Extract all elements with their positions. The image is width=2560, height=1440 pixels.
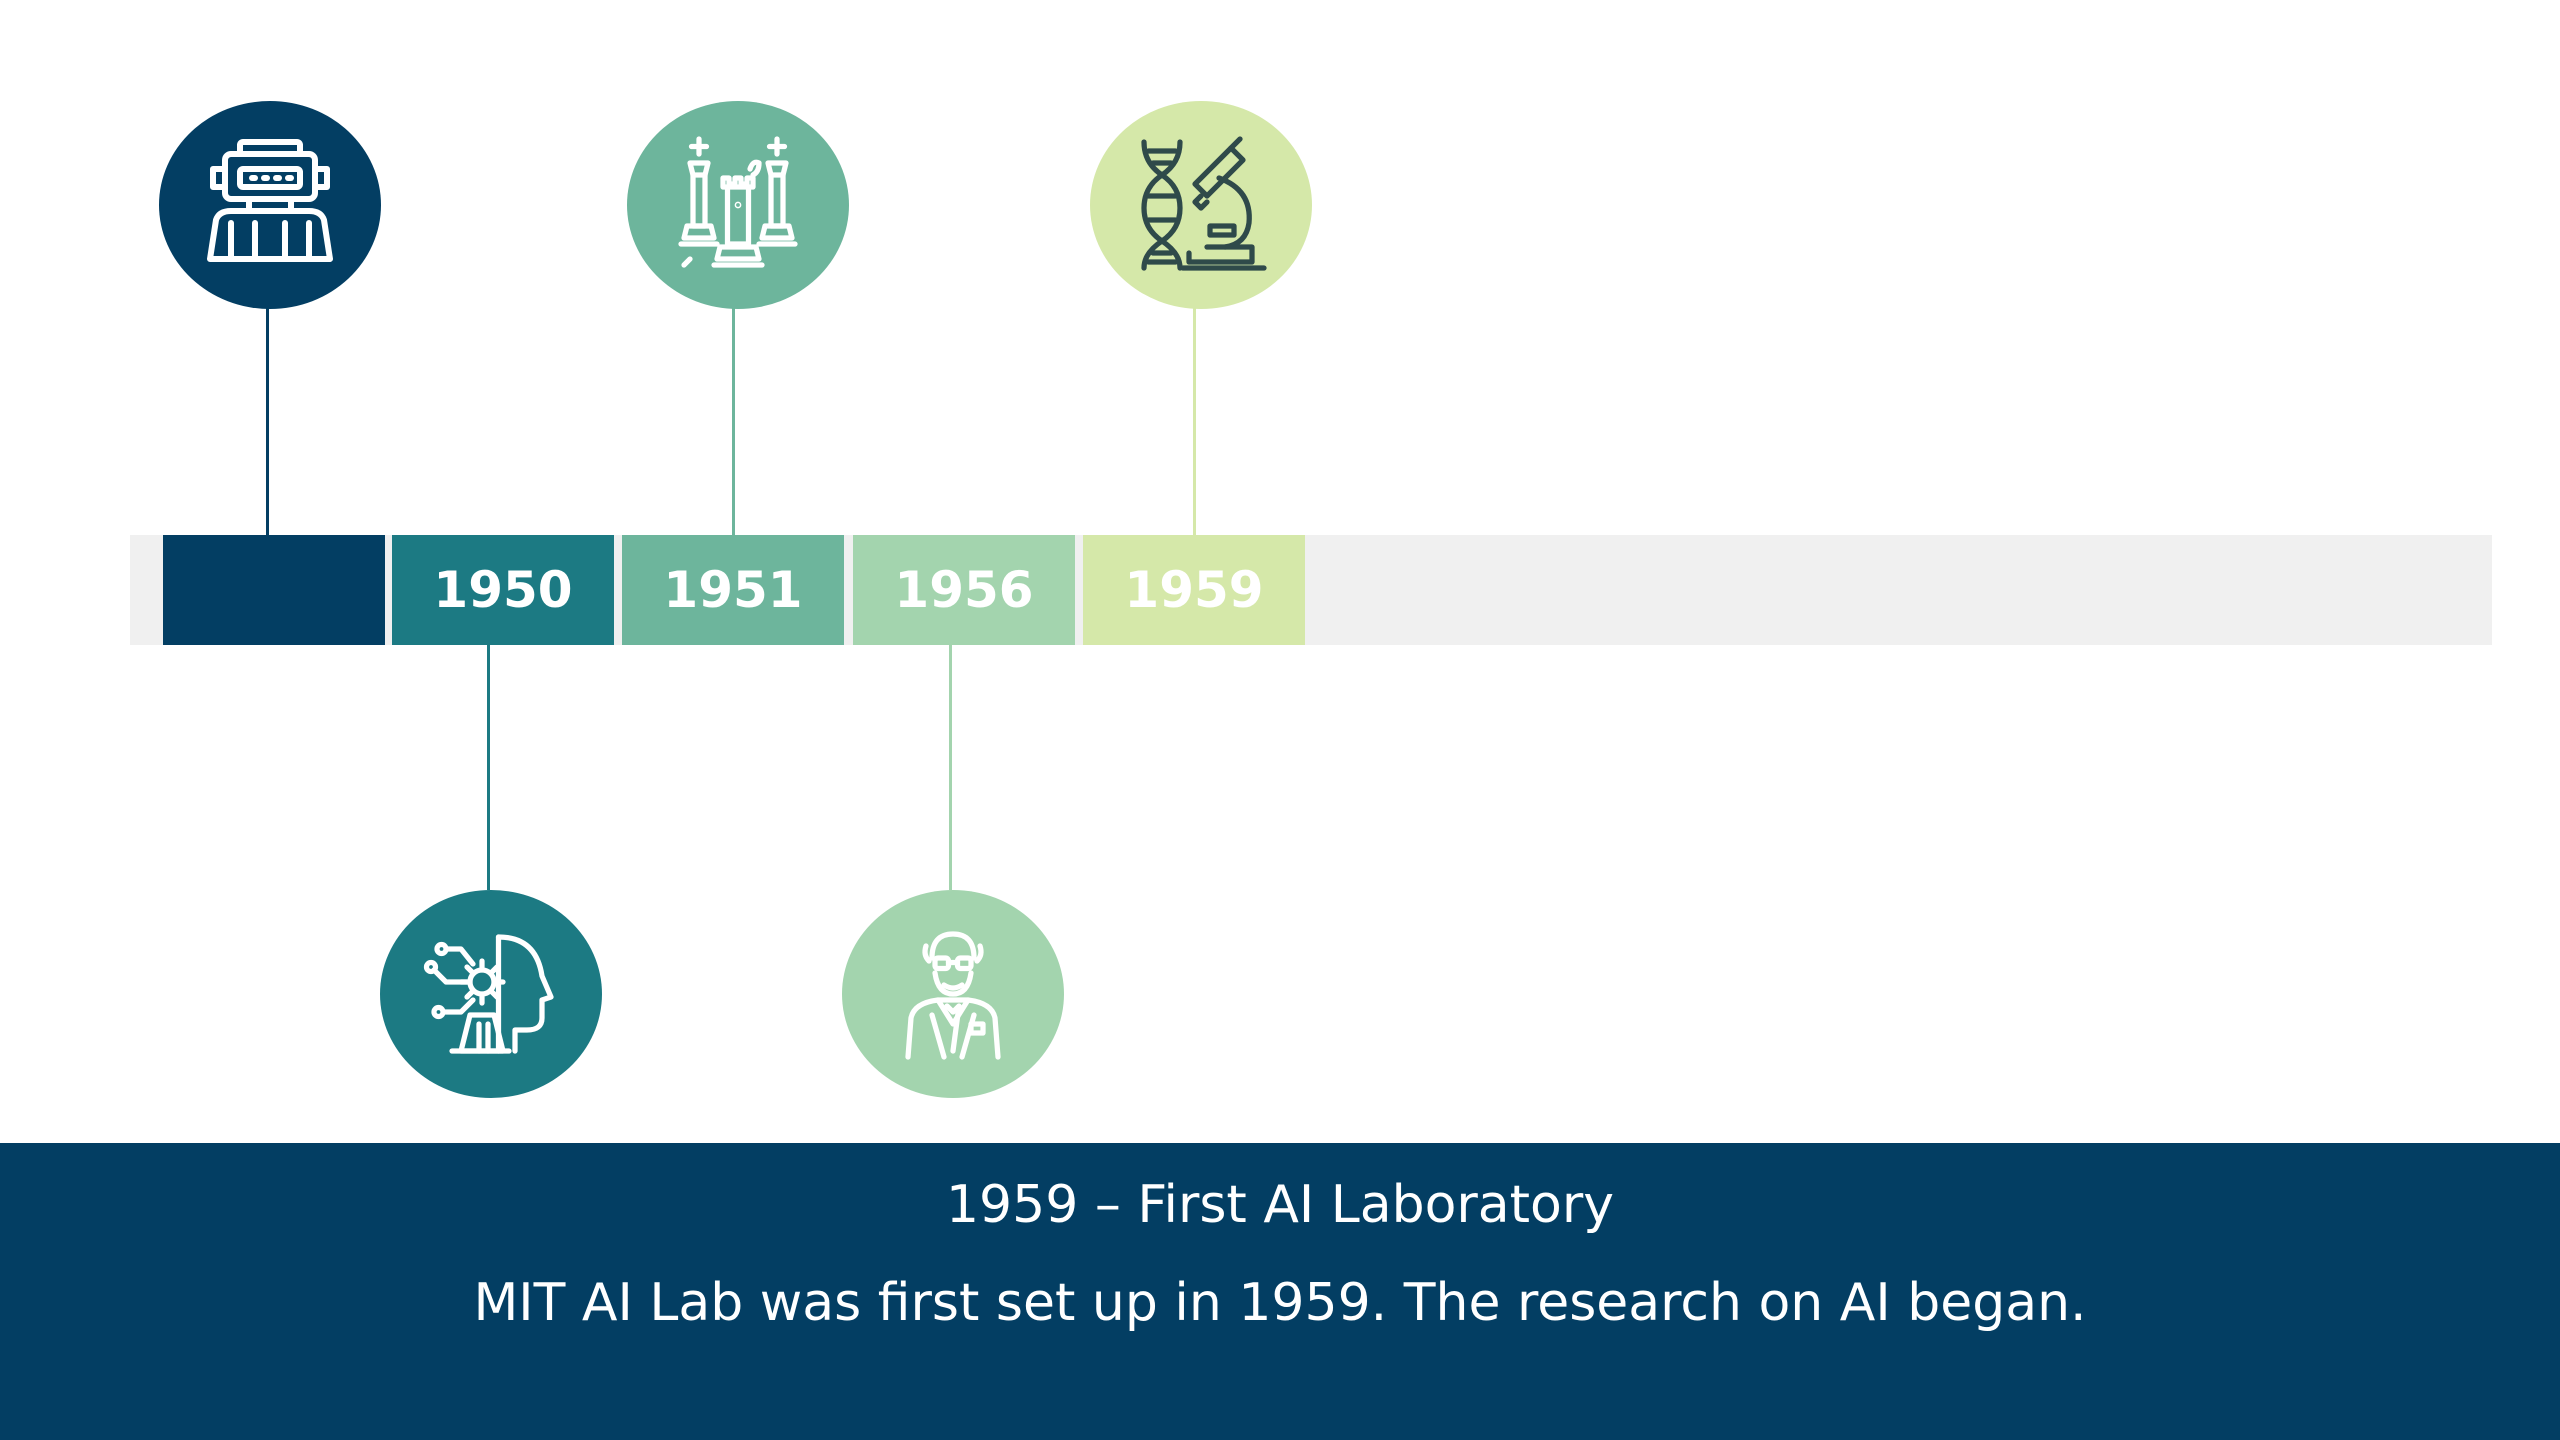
timeline-segment-1951[interactable]: 1951 xyxy=(622,535,844,645)
connector-line xyxy=(732,307,735,535)
timeline-segment-1959[interactable]: 1959 xyxy=(1083,535,1305,645)
connector-line xyxy=(1193,307,1196,535)
segment-year-1950: 1950 xyxy=(433,561,573,619)
timeline-segment-1950[interactable]: 1950 xyxy=(392,535,614,645)
chess-pieces-icon[interactable] xyxy=(627,101,849,309)
segment-year-1956: 1956 xyxy=(894,561,1034,619)
dna-microscope-icon[interactable] xyxy=(1090,101,1312,309)
connector-line xyxy=(487,645,490,890)
caption-body: MIT AI Lab was first set up in 1959. The… xyxy=(473,1273,2087,1333)
connector-line xyxy=(949,645,952,890)
timeline-segment-0[interactable] xyxy=(163,535,385,645)
caption-panel: 1959 – First AI Laboratory MIT AI Lab wa… xyxy=(0,1143,2560,1440)
segment-year-1959: 1959 xyxy=(1124,561,1264,619)
segment-year-1951: 1951 xyxy=(663,561,803,619)
connector-line xyxy=(266,307,269,535)
robot-icon[interactable] xyxy=(159,101,381,309)
timeline-segment-1956[interactable]: 1956 xyxy=(853,535,1075,645)
ai-head-icon[interactable] xyxy=(380,890,602,1098)
caption-title: 1959 – First AI Laboratory xyxy=(945,1175,1615,1235)
scientist-icon[interactable] xyxy=(842,890,1064,1098)
